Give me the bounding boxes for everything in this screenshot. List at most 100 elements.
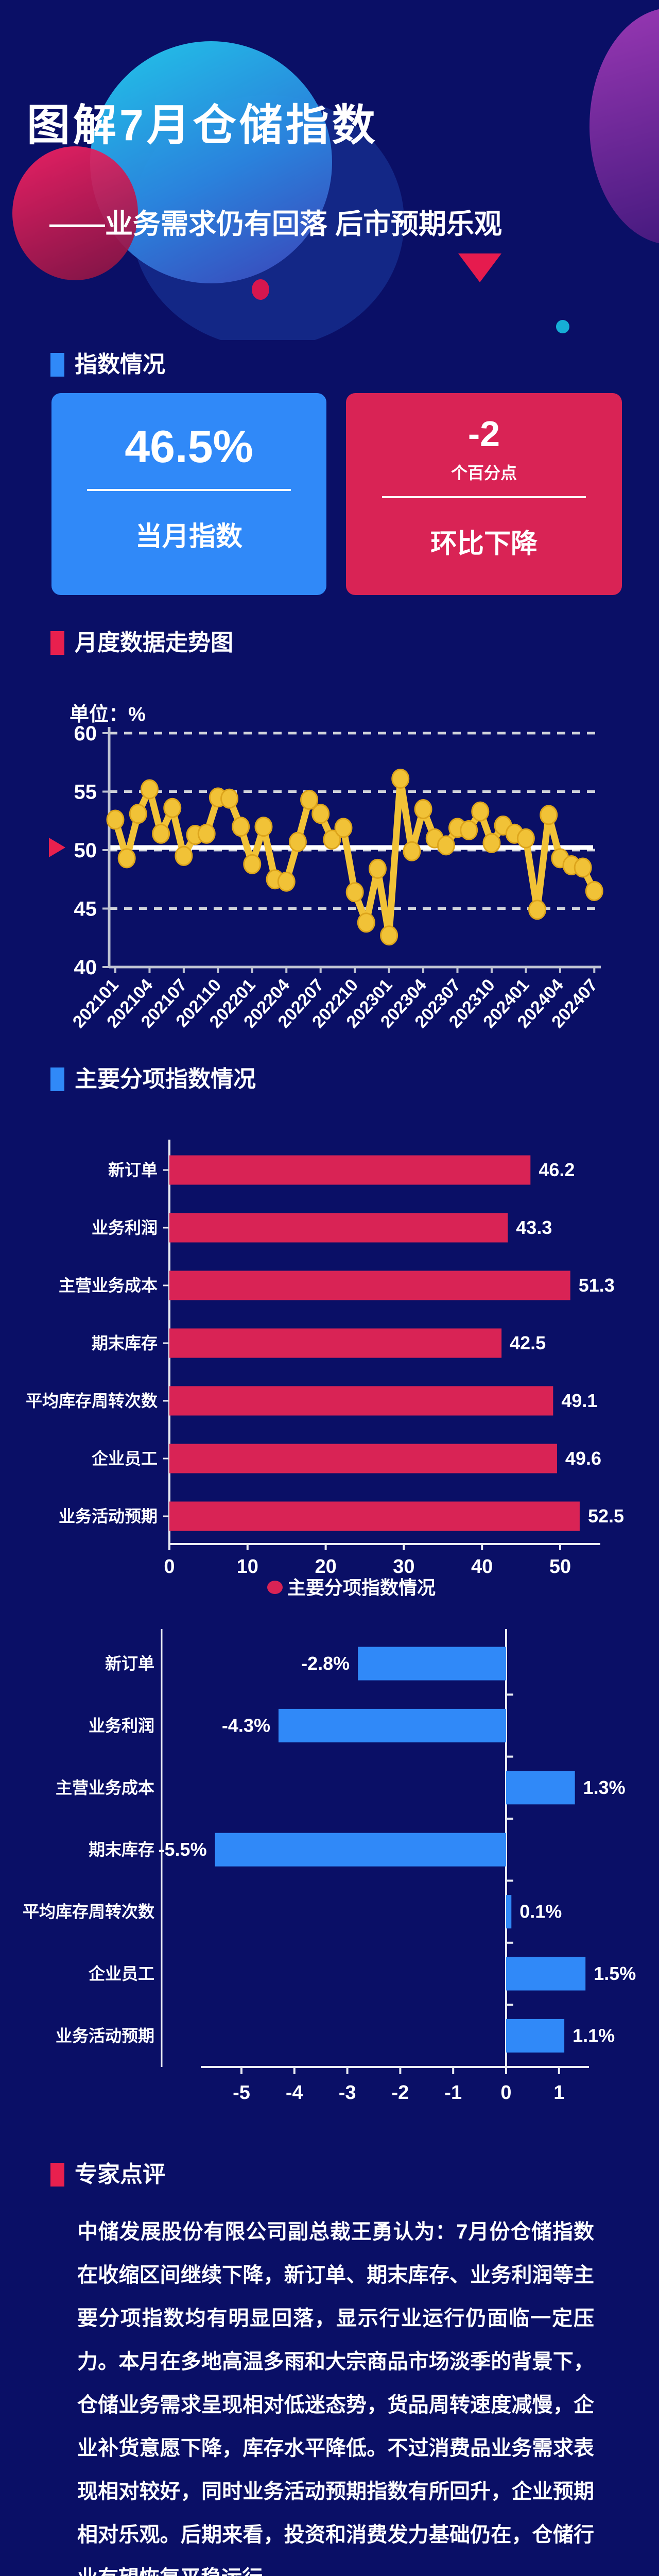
- data-point: [391, 769, 410, 789]
- data-point: [437, 835, 455, 856]
- mom-change-unit: 个百分点: [450, 464, 517, 482]
- section-marker-icon: [50, 1067, 64, 1091]
- bar: [358, 1647, 506, 1681]
- data-point: [357, 912, 375, 933]
- decor-triangle-icon: [458, 253, 501, 282]
- trend-unit-label: 单位：%: [70, 704, 146, 725]
- x-axis-tick-label: -3: [339, 2082, 356, 2104]
- bar: [169, 1501, 580, 1531]
- bar: [278, 1708, 506, 1742]
- bar-value-label: 1.5%: [594, 1963, 636, 1984]
- data-point: [585, 880, 603, 901]
- bar: [169, 1213, 508, 1243]
- data-point: [277, 871, 296, 892]
- y-axis-tick-label: 45: [74, 898, 97, 921]
- section-heading-expert: 专家点评: [50, 2163, 165, 2187]
- y-axis-tick-label: 40: [74, 956, 97, 979]
- bar-category-label: 主营业务成本: [56, 1778, 154, 1797]
- bar-value-label: -2.8%: [301, 1653, 350, 1674]
- bar-value-label: 42.5: [510, 1332, 546, 1353]
- data-point: [288, 832, 307, 852]
- data-point: [243, 854, 262, 874]
- bar-category-label: 平均库存周转次数: [23, 1903, 155, 1921]
- header-decor-svg: [12, 9, 659, 340]
- data-point: [254, 817, 273, 837]
- bar-category-label: 主营业务成本: [59, 1276, 158, 1295]
- x-axis-tick-label: 30: [393, 1556, 414, 1578]
- x-axis-tick-label: -1: [444, 2082, 462, 2104]
- card-divider: [382, 496, 586, 498]
- y-axis-tick-label: 55: [74, 781, 97, 804]
- data-point: [197, 823, 216, 844]
- data-point: [334, 818, 353, 838]
- bar-value-label: 46.2: [539, 1159, 575, 1180]
- data-point: [117, 848, 136, 869]
- data-point: [232, 817, 250, 837]
- bar: [215, 1833, 507, 1867]
- data-point: [163, 798, 182, 818]
- bar-value-label: 1.1%: [573, 2025, 615, 2046]
- decor-purple-ellipse: [589, 9, 659, 244]
- bar-category-label: 期末库存: [92, 1334, 158, 1352]
- bar: [169, 1155, 531, 1185]
- bar: [169, 1386, 553, 1416]
- threshold-marker-icon: [49, 838, 65, 857]
- data-point: [220, 788, 238, 809]
- data-point: [471, 801, 490, 822]
- decor-red-dot: [252, 279, 269, 300]
- x-axis-tick-label: 0: [500, 2082, 511, 2104]
- x-axis-tick-label: 40: [471, 1556, 493, 1578]
- data-point: [140, 779, 159, 800]
- bar-category-label: 平均库存周转次数: [26, 1392, 158, 1410]
- x-axis-tick-label: 0: [164, 1556, 175, 1578]
- bar: [506, 1771, 575, 1805]
- section-marker-icon: [50, 631, 64, 655]
- bar: [506, 1895, 512, 1929]
- bar-category-label: 业务利润: [89, 1716, 154, 1735]
- section-heading-trend: 月度数据走势图: [50, 631, 233, 655]
- data-point: [300, 789, 319, 810]
- y-axis-tick-label: 60: [74, 722, 97, 745]
- data-point: [540, 805, 558, 825]
- expert-commentary-paragraph: 中储发展股份有限公司副总裁王勇认为：7月份仓储指数在收缩区间继续下降，新订单、期…: [77, 2221, 594, 2576]
- page-subtitle: ——业务需求仍有回落 后市预期乐观: [49, 209, 502, 240]
- subindex-level-chart-svg: 新订单 46.2 业务利润 43.3 主营业务成本 51.3 期末库存 42.5 平均库存周转次…: [26, 1140, 624, 1598]
- section-marker-icon: [50, 353, 64, 377]
- mom-change-label: 环比下降: [430, 529, 537, 559]
- section-heading-text: 月度数据走势图: [75, 630, 233, 655]
- current-index-card: 46.5% 当月指数: [51, 393, 326, 595]
- bar: [506, 2019, 565, 2053]
- data-point: [414, 799, 432, 820]
- data-point: [106, 809, 125, 830]
- bar: [506, 1957, 586, 1991]
- data-point: [345, 882, 364, 903]
- bar-value-label: 0.1%: [519, 1901, 562, 1922]
- page-title: 图解7月仓储指数: [27, 101, 378, 149]
- bar-value-label: 49.6: [565, 1448, 601, 1469]
- section-heading-text: 专家点评: [75, 2162, 165, 2187]
- section-heading-index: 指数情况: [50, 353, 165, 377]
- section-heading-text: 指数情况: [75, 352, 165, 377]
- bar: [169, 1328, 502, 1358]
- bar-category-label: 业务利润: [92, 1218, 158, 1237]
- bar-value-label: 1.3%: [583, 1777, 626, 1798]
- x-axis-tick-label: -5: [233, 2082, 250, 2104]
- subindex-change-chart-svg: -2.8% 新订单 -4.3% 业务利润 1.3% 主营业务成本 -5.5% 期末库存 0.1%…: [23, 1629, 636, 2104]
- data-point: [129, 804, 147, 824]
- bar-value-label: 49.1: [561, 1390, 597, 1411]
- bar-category-label: 新订单: [108, 1161, 158, 1179]
- data-point: [380, 925, 398, 946]
- section-marker-icon: [50, 2163, 64, 2187]
- bar-category-label: 期末库存: [89, 1840, 154, 1859]
- data-point: [323, 829, 341, 850]
- x-axis-tick-label: -4: [286, 2082, 303, 2104]
- data-point: [460, 820, 478, 840]
- current-index-label: 当月指数: [135, 522, 242, 552]
- x-axis-tick-label: 50: [549, 1556, 571, 1578]
- x-axis-tick-label: 20: [315, 1556, 336, 1578]
- decor-cyan-dot: [556, 320, 569, 333]
- data-point: [311, 804, 330, 824]
- card-divider: [87, 489, 291, 491]
- x-axis-tick-label: 10: [237, 1556, 258, 1578]
